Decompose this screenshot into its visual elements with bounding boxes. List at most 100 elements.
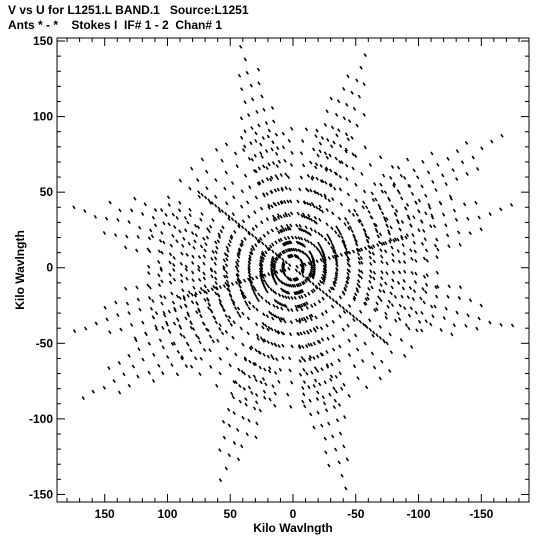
uv-point — [270, 327, 274, 332]
uv-point — [220, 158, 224, 163]
uv-point — [318, 251, 323, 255]
x-tick-label: -100 — [407, 507, 431, 521]
uv-point — [284, 304, 288, 309]
uv-point — [380, 189, 384, 194]
uv-point — [285, 290, 290, 295]
uv-point — [233, 229, 237, 234]
uv-point — [377, 240, 382, 245]
uv-point — [138, 307, 142, 312]
uv-point — [316, 410, 320, 415]
uv-point — [369, 269, 373, 274]
uv-point — [259, 206, 264, 211]
uv-point — [300, 317, 304, 322]
uv-point — [149, 228, 153, 233]
uv-point — [160, 279, 164, 284]
uv-point — [318, 217, 322, 222]
uv-point — [401, 243, 405, 248]
uv-point — [311, 274, 315, 279]
uv-point — [301, 273, 305, 278]
uv-point — [196, 178, 200, 182]
uv-point — [298, 359, 302, 363]
uv-point — [333, 277, 337, 282]
uv-point — [281, 242, 286, 247]
uv-point — [314, 284, 319, 289]
uv-point — [225, 245, 229, 250]
uv-point — [275, 256, 279, 261]
uv-point — [316, 191, 320, 196]
uv-point — [224, 170, 228, 175]
uv-point — [72, 329, 77, 334]
uv-point — [218, 448, 222, 453]
uv-point — [363, 145, 367, 150]
uv-point — [360, 171, 364, 176]
uv-point — [338, 314, 342, 319]
uv-point — [170, 342, 175, 347]
uv-point — [286, 175, 291, 180]
uv-point — [218, 371, 222, 376]
uv-point — [372, 365, 377, 370]
uv-point — [131, 364, 135, 369]
uv-point — [254, 392, 259, 397]
uv-point — [300, 288, 305, 293]
uv-point — [175, 294, 180, 299]
uv-point — [389, 350, 394, 355]
uv-point — [290, 308, 294, 312]
uv-point — [351, 249, 356, 254]
uv-point — [298, 344, 302, 349]
uv-point — [305, 305, 309, 310]
uv-point — [302, 358, 307, 363]
uv-point — [375, 333, 379, 338]
uv-point — [294, 268, 299, 273]
uv-point — [301, 228, 305, 233]
uv-point — [264, 323, 268, 328]
uv-point — [400, 234, 404, 239]
uv-point — [287, 283, 291, 288]
uv-point — [300, 356, 304, 360]
uv-point — [363, 302, 367, 306]
uv-point — [243, 57, 247, 62]
uv-point — [254, 435, 258, 440]
uv-point — [321, 252, 326, 256]
uv-point — [321, 257, 325, 262]
uv-point — [191, 278, 195, 283]
uv-point — [248, 359, 252, 364]
uv-point — [276, 330, 280, 335]
uv-point — [277, 301, 281, 306]
uv-point — [431, 314, 435, 319]
uv-point — [305, 201, 310, 206]
uv-point — [294, 247, 298, 252]
uv-point — [340, 160, 344, 165]
uv-point — [299, 151, 304, 156]
uv-point — [389, 225, 393, 230]
uv-point — [321, 179, 325, 184]
uv-point — [410, 191, 415, 196]
uv-point — [471, 155, 475, 160]
uv-point — [268, 310, 272, 315]
uv-point — [480, 146, 484, 151]
uv-point — [346, 74, 350, 79]
uv-point — [298, 271, 302, 276]
uv-point — [91, 389, 95, 394]
uv-point — [240, 135, 244, 140]
uv-point — [249, 280, 253, 285]
uv-point — [355, 248, 360, 253]
uv-point — [277, 159, 281, 164]
uv-point — [332, 250, 336, 254]
uv-point — [298, 289, 302, 294]
uv-point — [260, 272, 265, 277]
uv-point — [188, 186, 192, 191]
uv-point — [303, 404, 307, 409]
uv-point — [378, 376, 382, 381]
uv-point — [167, 203, 171, 207]
uv-point — [226, 283, 231, 287]
uv-point — [218, 356, 222, 361]
uv-point — [337, 233, 341, 238]
uv-point — [298, 249, 303, 253]
uv-point — [243, 100, 247, 105]
uv-point — [260, 220, 264, 225]
uv-point — [240, 239, 244, 244]
uv-point — [311, 147, 316, 152]
uv-point — [271, 242, 275, 247]
uv-point — [345, 177, 349, 181]
uv-point — [366, 296, 370, 301]
